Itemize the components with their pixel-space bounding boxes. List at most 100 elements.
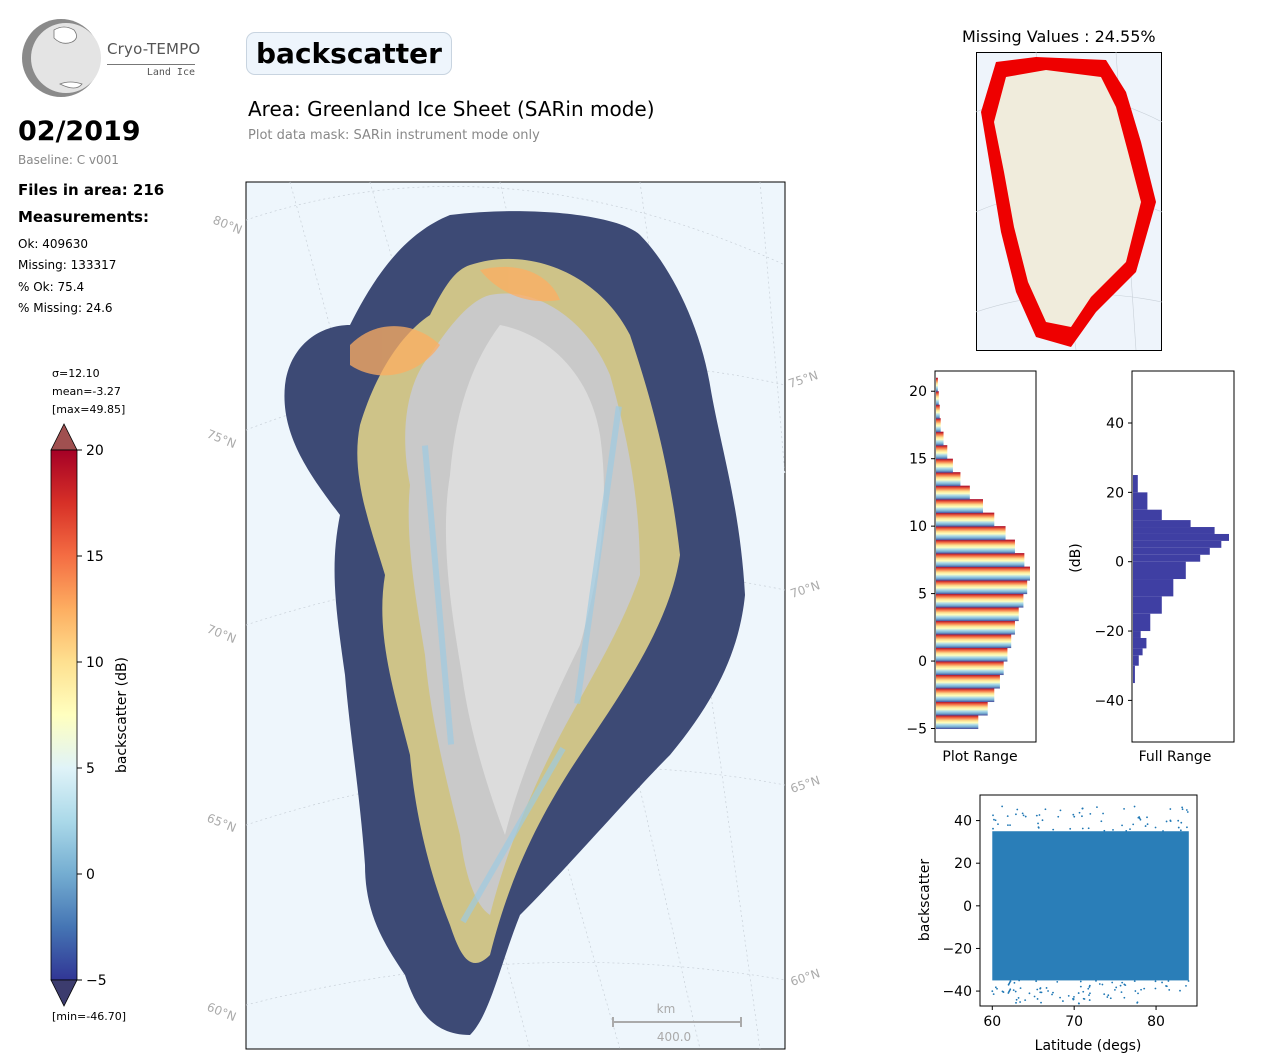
measurements-heading: Measurements:: [18, 208, 149, 226]
scatter-point: [992, 827, 994, 830]
hist-full-bar: [1133, 520, 1191, 528]
scatter-point: [1180, 821, 1183, 824]
hist-bar: [936, 580, 1028, 595]
hist-full-xlabel: Full Range: [1139, 749, 1212, 765]
scatter-point: [1101, 983, 1104, 986]
scatter-point: [1146, 816, 1148, 819]
scatter-frame: [979, 794, 1198, 1007]
hist-bar: [936, 391, 939, 406]
hist-full-bar: [1133, 613, 1151, 632]
scatter-point: [1111, 981, 1114, 984]
hist-full-bar: [1133, 509, 1162, 521]
scatter-point: [1187, 980, 1190, 982]
scatter-point: [992, 993, 995, 996]
scatter-point: [1154, 826, 1157, 829]
scatter-point: [994, 819, 997, 822]
lat-label-right: 65°N: [789, 773, 822, 796]
scatter-point: [1035, 980, 1038, 983]
scatter-point: [1009, 988, 1012, 991]
scatter-point: [1123, 807, 1125, 810]
missing-values-map: [976, 52, 1162, 351]
hist-bar: [936, 674, 1000, 689]
scatter-point: [1067, 994, 1070, 997]
hist-plot-tick-label: 5: [918, 587, 927, 603]
scatter-point: [1143, 987, 1146, 990]
hist-full-bar: [1133, 475, 1138, 493]
missing-land: [994, 70, 1141, 327]
scatter-point: [1112, 828, 1114, 831]
scatter-point: [1036, 988, 1039, 991]
scatter-point: [1121, 824, 1123, 827]
ice-shading: [445, 325, 604, 835]
scatter-point: [1059, 996, 1061, 999]
hist-plot-range: 20 15 10 5 0 −5 Plot Range: [906, 370, 1037, 765]
scatter-point: [1121, 981, 1124, 984]
scatter-point: [1169, 820, 1172, 823]
colorbar-max: [max=49.85]: [52, 403, 125, 416]
scatter-point: [1088, 999, 1091, 1001]
hist-full-bar: [1133, 637, 1147, 649]
hist-bar: [936, 445, 948, 460]
logo-title: Cryo-TEMPO: [107, 40, 201, 58]
scatter-point: [1002, 991, 1005, 993]
lat-label-left: 65°N: [205, 811, 238, 835]
scatter-point: [1081, 815, 1083, 818]
scatter-point: [1185, 809, 1188, 811]
scatter-point: [1087, 827, 1090, 830]
hist-bar: [936, 499, 983, 514]
hist-bar: [936, 647, 1008, 662]
scatter-point: [1036, 998, 1039, 1000]
stat-missing: Missing: 133317: [18, 258, 117, 272]
scatter-point: [1081, 827, 1084, 830]
hist-full-frame: [1131, 370, 1235, 743]
hist-full-tick-label: 20: [1106, 485, 1124, 501]
colorbar-tick-label: 10: [86, 655, 104, 671]
hist-bar: [936, 634, 1012, 649]
scatter-ytick-label: −20: [942, 941, 972, 957]
scatter-point: [1081, 807, 1084, 810]
scatter-point: [1186, 826, 1188, 829]
scatter-point: [1044, 808, 1047, 811]
hist-full-bar: [1133, 596, 1162, 614]
scatter-point: [1181, 806, 1184, 809]
logo-subtitle: Land Ice: [107, 64, 195, 78]
scatter-ytick-label: 20: [954, 856, 972, 872]
scatter-point: [1082, 990, 1085, 993]
scatter-point: [1012, 989, 1015, 992]
scatter-point: [1007, 824, 1009, 827]
scatter-point: [1006, 815, 1009, 818]
scatter-point: [1096, 806, 1098, 809]
hist-bar: [936, 553, 1025, 568]
scatter-point: [1132, 823, 1135, 826]
scatter-point: [1154, 987, 1157, 990]
hist-bar: [936, 715, 979, 730]
hist-full-bar: [1133, 547, 1210, 555]
hist-bar: [936, 620, 1015, 635]
colorbar-tick-label: 5: [86, 761, 95, 777]
hist-full-bar: [1133, 648, 1143, 656]
scatter-point: [1059, 809, 1062, 812]
scatter-point: [1039, 987, 1042, 989]
scatter-point: [1072, 998, 1075, 1000]
scatter-point: [1082, 997, 1085, 1000]
high-backscatter-areas: [350, 266, 560, 376]
scatter-point: [1134, 990, 1137, 992]
scatter-point: [1144, 825, 1147, 827]
hist-full-range: 40 20 0 −20 −40 (dB) Full Range: [1068, 370, 1235, 765]
scatter-point: [1185, 984, 1187, 987]
scatter-point: [1106, 996, 1109, 998]
scatter-point: [996, 987, 998, 990]
scatter-point: [1098, 983, 1101, 985]
scatter-xtick-label: 60: [983, 1014, 1001, 1030]
scatter-point: [1162, 830, 1164, 832]
scatter-point: [1018, 979, 1021, 982]
lat-label-left: 70°N: [205, 622, 238, 646]
hist-plot-xlabel: Plot Range: [942, 749, 1017, 765]
scatter-point: [1133, 805, 1136, 808]
colorbar-tick-label: −5: [86, 973, 107, 989]
lat-label-left: 80°N: [211, 213, 244, 237]
scatter-point: [1125, 829, 1128, 832]
hist-full-bar: [1133, 554, 1201, 562]
scatter-point: [1024, 999, 1027, 1002]
scatter-point: [1073, 815, 1076, 818]
